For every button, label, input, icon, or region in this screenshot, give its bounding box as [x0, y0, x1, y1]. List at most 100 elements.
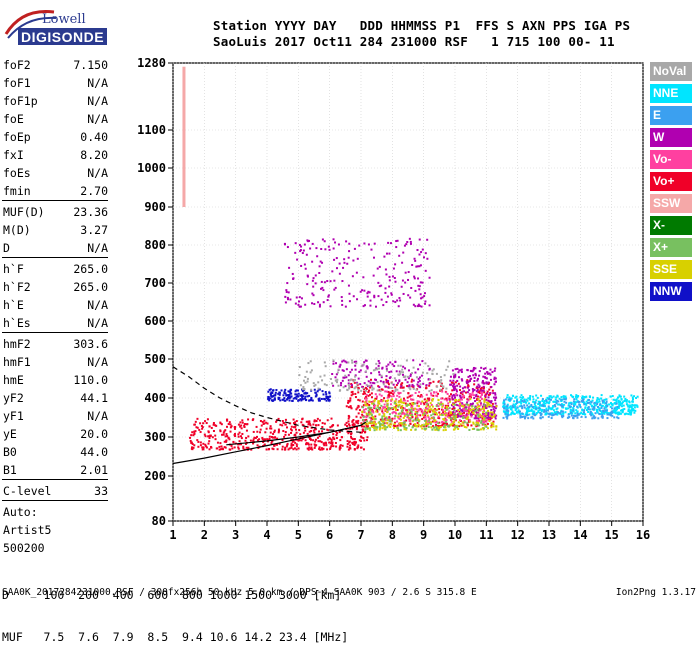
- echo-point: [617, 401, 620, 404]
- echo-point: [284, 431, 287, 434]
- echo-point: [572, 410, 575, 413]
- param-row: M(D) 3.27: [2, 221, 108, 239]
- echo-point: [356, 257, 359, 260]
- echo-point: [237, 435, 240, 438]
- echo-point: [446, 399, 449, 402]
- echo-point: [302, 249, 305, 252]
- param-value: 44.0: [80, 445, 108, 459]
- echo-point: [272, 448, 275, 451]
- echo-point: [365, 412, 368, 415]
- echo-point: [451, 389, 454, 392]
- echo-point: [311, 448, 314, 451]
- echo-point: [369, 412, 372, 415]
- echo-point: [367, 243, 370, 246]
- echo-point: [370, 410, 373, 413]
- echo-point: [457, 400, 460, 403]
- echo-point: [201, 426, 204, 429]
- x-tick-label: 5: [295, 528, 302, 542]
- echo-point: [331, 443, 334, 446]
- echo-point: [354, 392, 357, 395]
- echo-point: [364, 397, 367, 400]
- echo-point: [391, 275, 394, 278]
- echo-point: [342, 376, 345, 379]
- echo-point: [415, 417, 418, 420]
- echo-point: [408, 419, 411, 422]
- echo-point: [611, 407, 614, 410]
- y-tick-label: 1100: [137, 123, 166, 137]
- echo-point: [305, 443, 308, 446]
- echo-point: [552, 395, 555, 398]
- echo-point: [503, 400, 506, 403]
- echo-point: [344, 360, 347, 363]
- echo-point: [524, 413, 527, 416]
- echo-point: [332, 424, 335, 427]
- echo-point: [344, 385, 347, 388]
- echo-point: [290, 442, 293, 445]
- echo-point: [412, 385, 415, 388]
- echo-point: [463, 404, 466, 407]
- echo-point: [454, 400, 457, 403]
- echo-point: [618, 403, 621, 406]
- echo-point: [482, 382, 485, 385]
- echo-point: [471, 388, 474, 391]
- echo-point: [298, 300, 301, 303]
- echo-point: [358, 399, 361, 402]
- echo-point: [238, 431, 241, 434]
- echo-point: [506, 394, 509, 397]
- echo-point: [594, 412, 597, 415]
- echo-point: [228, 438, 231, 441]
- echo-point: [353, 387, 356, 390]
- echo-point: [631, 403, 634, 406]
- echo-point: [315, 424, 318, 427]
- echo-point: [348, 415, 351, 418]
- echo-point: [381, 418, 384, 421]
- echo-point: [455, 390, 458, 393]
- echo-point: [304, 429, 307, 432]
- echo-point: [487, 399, 490, 402]
- echo-point: [365, 399, 368, 402]
- echo-point: [390, 395, 393, 398]
- echo-point: [289, 388, 292, 391]
- echo-point: [416, 400, 419, 403]
- echo-point: [360, 435, 363, 438]
- echo-point: [385, 400, 388, 403]
- echo-point: [493, 383, 496, 386]
- echo-point: [515, 399, 518, 402]
- legend-item: E: [650, 106, 692, 125]
- echo-point: [396, 424, 399, 427]
- echo-point: [474, 372, 477, 375]
- echo-point: [379, 400, 382, 403]
- echo-point: [472, 422, 475, 425]
- echo-point: [613, 411, 616, 414]
- echo-point: [385, 407, 388, 410]
- echo-point: [636, 395, 639, 398]
- echo-point: [392, 383, 395, 386]
- echo-point: [273, 397, 276, 400]
- echo-point: [476, 377, 479, 380]
- echo-point: [271, 391, 274, 394]
- echo-point: [524, 415, 527, 418]
- echo-point: [408, 403, 411, 406]
- echo-point: [419, 386, 422, 389]
- param-value: 2.01: [80, 463, 108, 477]
- echo-point: [487, 382, 490, 385]
- echo-point: [478, 400, 481, 403]
- echo-point: [466, 401, 469, 404]
- echo-point: [316, 436, 319, 439]
- echo-point: [449, 383, 452, 386]
- echo-point: [307, 443, 310, 446]
- echo-point: [270, 442, 273, 445]
- echo-point: [471, 391, 474, 394]
- echo-point: [466, 415, 469, 418]
- echo-point: [490, 422, 493, 425]
- echo-point: [476, 385, 479, 388]
- echo-point: [457, 399, 460, 402]
- y-tick-label: 500: [144, 352, 166, 366]
- echo-point: [620, 409, 623, 412]
- echo-point: [343, 376, 346, 379]
- echo-point: [587, 410, 590, 413]
- echo-point: [197, 440, 200, 443]
- echo-point: [404, 281, 407, 284]
- echo-point: [304, 381, 307, 384]
- echo-point: [470, 411, 473, 414]
